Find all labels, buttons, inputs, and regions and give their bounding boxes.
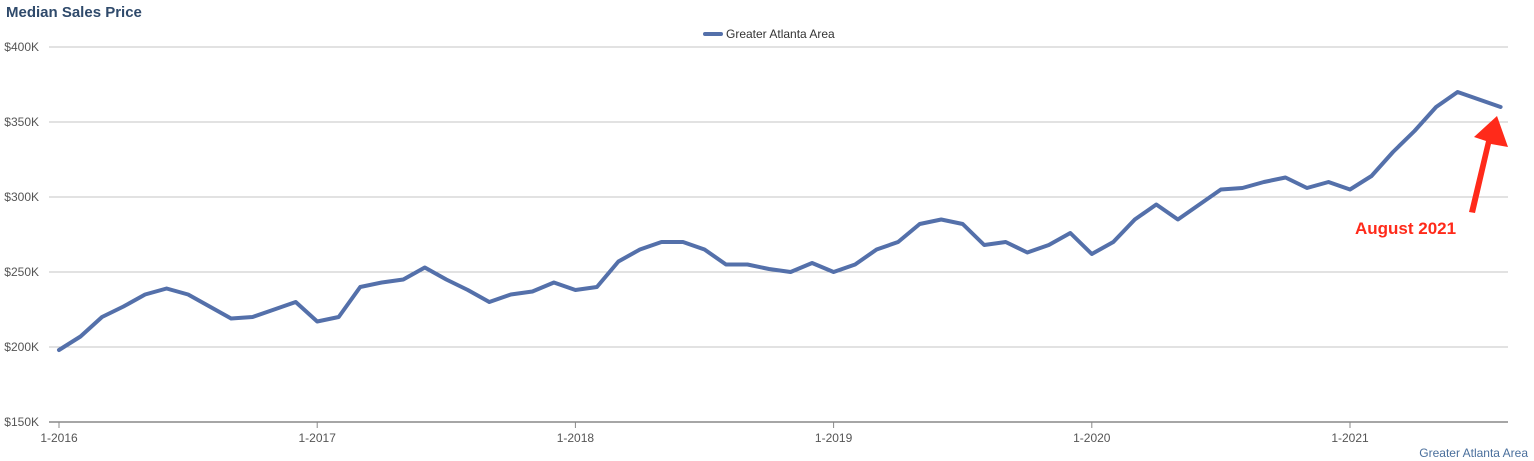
y-tick-label: $350K: [4, 115, 39, 129]
legend-label: Greater Atlanta Area: [726, 27, 835, 41]
x-tick-label: 1-2019: [815, 431, 853, 445]
x-tick-label: 1-2017: [299, 431, 337, 445]
series-line-greater-atlanta-area: [57, 90, 1503, 352]
annotation: August 2021: [1354, 116, 1508, 240]
source-label: Greater Atlanta Area: [1419, 446, 1528, 460]
x-tick-label: 1-2016: [40, 431, 78, 445]
x-axis: 1-2016 1-2017 1-2018 1-2019 1-2020 1-2021: [40, 422, 1369, 445]
annotation-arrow: [1469, 116, 1508, 213]
y-tick-label: $400K: [4, 40, 39, 54]
x-tick-label: 1-2021: [1331, 431, 1369, 445]
y-axis: $150K $200K $250K $300K $350K $400K: [4, 40, 39, 429]
y-tick-label: $300K: [4, 190, 39, 204]
gridlines: [49, 46, 1508, 423]
y-tick-label: $250K: [4, 265, 39, 279]
legend: Greater Atlanta Area: [703, 27, 835, 41]
annotation-label: August 2021: [1355, 219, 1456, 238]
y-tick-label: $200K: [4, 340, 39, 354]
y-tick-label: $150K: [4, 415, 39, 429]
chart-title: Median Sales Price: [6, 4, 142, 21]
x-tick-label: 1-2018: [557, 431, 595, 445]
x-tick-label: 1-2020: [1073, 431, 1111, 445]
